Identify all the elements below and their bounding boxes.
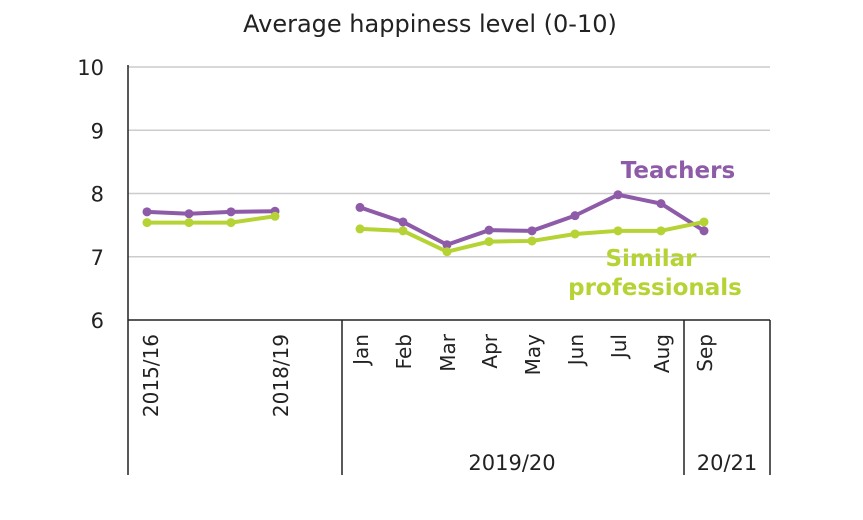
similar-professionals-point	[142, 218, 152, 228]
legend-similar-line1: Similar	[605, 246, 697, 272]
x-tick-label: Aug	[650, 334, 674, 373]
teachers-line	[146, 209, 276, 216]
y-tick-label: 8	[91, 183, 104, 207]
teachers-point	[484, 225, 494, 235]
y-tick-label: 9	[91, 119, 104, 143]
teachers-point	[442, 240, 452, 250]
x-tick-label: 2018/19	[269, 334, 293, 417]
teachers-point	[184, 209, 194, 219]
teachers-point	[142, 207, 152, 217]
x-tick-label: May	[521, 334, 545, 376]
group-label: 2019/20	[468, 451, 555, 475]
similar-professionals-point	[355, 224, 365, 234]
similar-professionals-point	[699, 217, 709, 227]
similar-professionals-point	[484, 237, 494, 247]
x-tick-label: Jun	[564, 334, 588, 367]
similar-professionals-point	[613, 226, 623, 236]
similar-professionals-point	[398, 226, 408, 236]
similar-professionals-point	[570, 229, 580, 239]
teachers-point	[613, 190, 623, 200]
chart-title: Average happiness level (0-10)	[243, 10, 617, 38]
teachers-point	[355, 202, 365, 212]
legend-teachers: Teachers	[621, 158, 735, 184]
x-tick-label: Apr	[478, 333, 502, 368]
group-label: 20/21	[697, 451, 758, 475]
y-tick-label: 6	[91, 309, 104, 333]
teachers-point	[398, 217, 408, 227]
teachers-point	[570, 211, 580, 221]
x-tick-label: Mar	[436, 333, 460, 372]
legend-similar-line2: professionals	[568, 275, 742, 301]
teachers-point	[656, 199, 666, 209]
similar-professionals-line	[147, 214, 276, 225]
y-tick-label: 10	[77, 56, 104, 80]
x-tick-label: Feb	[392, 334, 416, 369]
x-tick-label: Jan	[349, 334, 373, 367]
similar-professionals-point	[270, 211, 280, 221]
teachers-point	[699, 226, 709, 236]
similar-professionals-point	[527, 236, 537, 246]
y-tick-label: 7	[91, 246, 104, 270]
similar-professionals-point	[442, 247, 452, 257]
similar-professionals-point	[656, 226, 666, 236]
similar-professionals-point	[226, 218, 236, 228]
x-tick-label: Sep	[693, 334, 717, 372]
x-tick-label: Jul	[607, 334, 631, 360]
similar-professionals-point	[184, 218, 194, 228]
x-tick-label: 2015/16	[139, 334, 163, 417]
teachers-point	[226, 207, 236, 217]
teachers-point	[527, 226, 537, 236]
